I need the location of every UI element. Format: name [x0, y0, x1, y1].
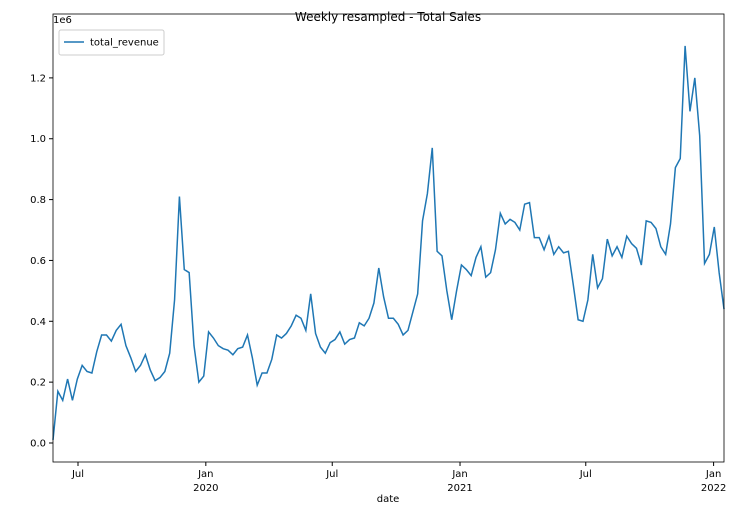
x-tick-label: Jan 2022 [701, 469, 726, 494]
legend-box [58, 29, 165, 56]
x-tick-label: Jul [579, 469, 592, 480]
x-tick-label: Jan 2020 [193, 469, 218, 494]
x-tick-label: Jul [325, 469, 338, 480]
y-offset-label: 1e6 [53, 15, 72, 26]
x-tick-label: Jan 2021 [447, 469, 472, 494]
axes-frame [52, 13, 725, 463]
y-tick-label: 0.2 [30, 378, 46, 389]
y-tick-label: 1.0 [30, 134, 46, 145]
x-tick-label: Jul [71, 469, 84, 480]
y-tick-label: 0.0 [30, 438, 46, 449]
chart-title: Weekly resampled - Total Sales [295, 10, 481, 24]
y-tick-label: 0.6 [30, 256, 46, 267]
y-tick-label: 1.2 [30, 73, 46, 84]
series-line [52, 45, 725, 441]
x-axis-label: date [377, 494, 400, 505]
legend-label: total_revenue [90, 38, 159, 49]
y-tick-label: 0.8 [30, 195, 46, 206]
legend: total_revenue [58, 29, 165, 56]
y-tick-label: 0.4 [30, 317, 46, 328]
